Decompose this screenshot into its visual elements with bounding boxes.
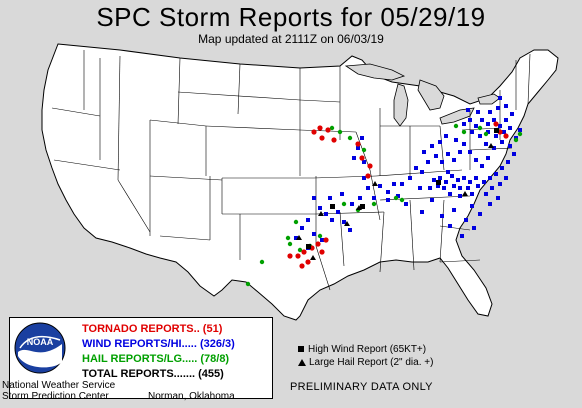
org-center: Storm Prediction Center (2, 391, 109, 402)
key-large-hail: Large Hail Report (2" dia. +) (298, 356, 433, 369)
legend-total: TOTAL REPORTS....... (455) (82, 368, 224, 380)
high-wind-reports (306, 128, 499, 249)
page-title: SPC Storm Reports for 05/29/19 (96, 2, 486, 32)
key-high-wind-label: High Wind Report (65KT+) (308, 344, 427, 355)
hail-reports (245, 123, 523, 287)
key-large-hail-label: Large Hail Report (2" dia. +) (309, 357, 434, 368)
legend-box: NOAA TORNADO REPORTS.. (51) WIND REPORTS… (9, 317, 273, 399)
map-update-time: Map updated at 2111Z on 06/03/19 (198, 32, 384, 46)
wind-reports (294, 96, 522, 250)
key-high-wind: High Wind Report (65KT+) (298, 343, 433, 356)
tornado-reports (287, 121, 509, 269)
org-city: Norman, Oklahoma (148, 391, 235, 402)
lake-superior (344, 63, 406, 81)
lake-ontario (477, 93, 501, 105)
square-icon (298, 346, 304, 353)
large-hail-reports (296, 143, 494, 260)
legend-tornado: TORNADO REPORTS.. (51) (82, 323, 223, 335)
legend-entries: TORNADO REPORTS.. (51) WIND REPORTS/HI..… (82, 322, 235, 382)
legend-wind: WIND REPORTS/HI..... (326/3) (82, 338, 235, 350)
noaa-logo-icon: NOAA (14, 322, 66, 374)
preliminary-notice: PRELIMINARY DATA ONLY (290, 381, 433, 393)
org-name: National Weather Service (2, 380, 116, 391)
lake-huron (417, 79, 445, 111)
legend-hail: HAIL REPORTS/LG..... (78/8) (82, 353, 230, 365)
triangle-icon (298, 358, 306, 366)
logo-text: NOAA (27, 337, 54, 347)
lake-michigan (393, 83, 409, 127)
symbol-key: High Wind Report (65KT+) Large Hail Repo… (298, 343, 433, 369)
